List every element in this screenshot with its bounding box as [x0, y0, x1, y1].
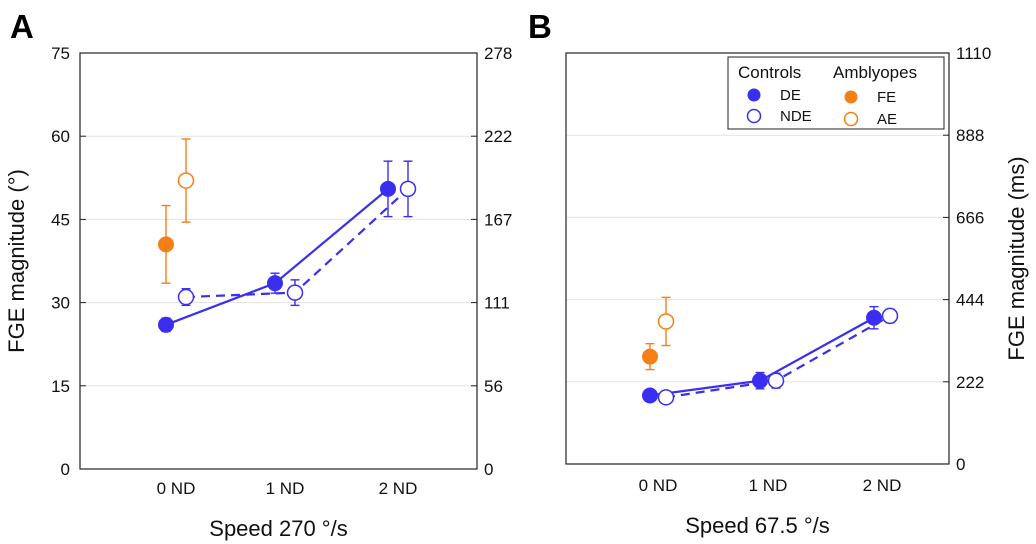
x-axis-label: Speed 270 °/s [209, 516, 347, 541]
series-line-nde [185, 188, 409, 299]
x-tick-label: 1 ND [266, 479, 305, 498]
legend-group-amblyopes: Amblyopes [833, 63, 917, 82]
data-point-ae [657, 313, 675, 330]
y2-tick-label: 222 [956, 373, 984, 392]
y2-tick-label: 666 [956, 208, 984, 227]
x-tick-label: 1 ND [749, 476, 788, 495]
data-point-nde [767, 372, 785, 389]
y2-tick-label: 111 [484, 294, 510, 313]
chart-panel-a: 0 15 30 45 60 75 0 56 111 167 222 278 0 ND 1 ND 2 ND Sp… [4, 44, 512, 541]
data-point-nde [177, 288, 195, 306]
legend: Controls Amblyopes DE NDE FE AE [727, 56, 945, 130]
legend-group-controls: Controls [738, 63, 801, 82]
y2-tick-label: 167 [484, 210, 512, 229]
data-point-nde [399, 180, 417, 198]
data-point-de [752, 372, 768, 389]
y-tick-label: 15 [51, 377, 70, 396]
y2-axis-label: FGE magnitude (ms) [1004, 156, 1029, 360]
x-tick-label: 2 ND [863, 476, 902, 495]
data-point-fe [158, 236, 174, 253]
data-point-de [866, 309, 882, 326]
data-point-nde [881, 307, 899, 325]
chart-panels: 0 15 30 45 60 75 0 56 111 167 222 278 0 ND 1 ND 2 ND Sp… [4, 44, 1029, 541]
data-point-nde [657, 389, 675, 406]
y-axis-label: FGE magnitude (°) [4, 169, 29, 353]
legend-marker-ae [843, 111, 859, 127]
chart-panel-b: 0 222 444 666 888 1110 0 ND 1 ND 2 ND Speed 67.5 … [565, 44, 1029, 538]
y-tick-label: 0 [61, 460, 70, 479]
panel-b-letter: B [528, 8, 552, 45]
y2-tick-label: 222 [484, 127, 512, 146]
y2-tick-label: 888 [956, 126, 984, 145]
plot-frame [79, 52, 478, 470]
y2-tick-label: 56 [484, 377, 503, 396]
y2-tick-label: 444 [956, 291, 984, 310]
y-tick-label: 75 [51, 44, 70, 63]
plot-frame [565, 52, 950, 465]
data-point-de [642, 387, 658, 404]
y-tick-label: 30 [51, 294, 70, 313]
x-tick-label: 2 ND [379, 479, 418, 498]
x-tick-label: 0 ND [157, 479, 196, 498]
y2-tick-label: 0 [484, 460, 493, 479]
series-line-de [165, 188, 389, 326]
y2-tick-label: 278 [484, 44, 512, 63]
legend-box [727, 56, 945, 130]
legend-label-ae: AE [877, 111, 897, 128]
y-tick-label: 45 [51, 210, 70, 229]
legend-marker-nde [746, 108, 762, 124]
panel-a-letter: A [10, 8, 34, 45]
data-point-fe [642, 348, 658, 365]
y2-tick-label: 0 [956, 455, 965, 474]
legend-label-de: DE [780, 87, 801, 104]
y-tick-label: 60 [51, 127, 70, 146]
legend-label-nde: NDE [780, 108, 812, 125]
legend-marker-de [747, 88, 761, 102]
data-point-de [267, 275, 283, 292]
x-axis-label: Speed 67.5 °/s [685, 513, 830, 538]
legend-marker-fe [844, 90, 858, 104]
data-point-nde [286, 284, 304, 301]
data-point-de [380, 180, 396, 197]
x-tick-label: 0 ND [639, 476, 678, 495]
y2-tick-label: 1110 [956, 44, 991, 63]
legend-label-fe: FE [877, 89, 896, 106]
data-point-de [158, 316, 174, 333]
data-point-ae [177, 172, 195, 189]
